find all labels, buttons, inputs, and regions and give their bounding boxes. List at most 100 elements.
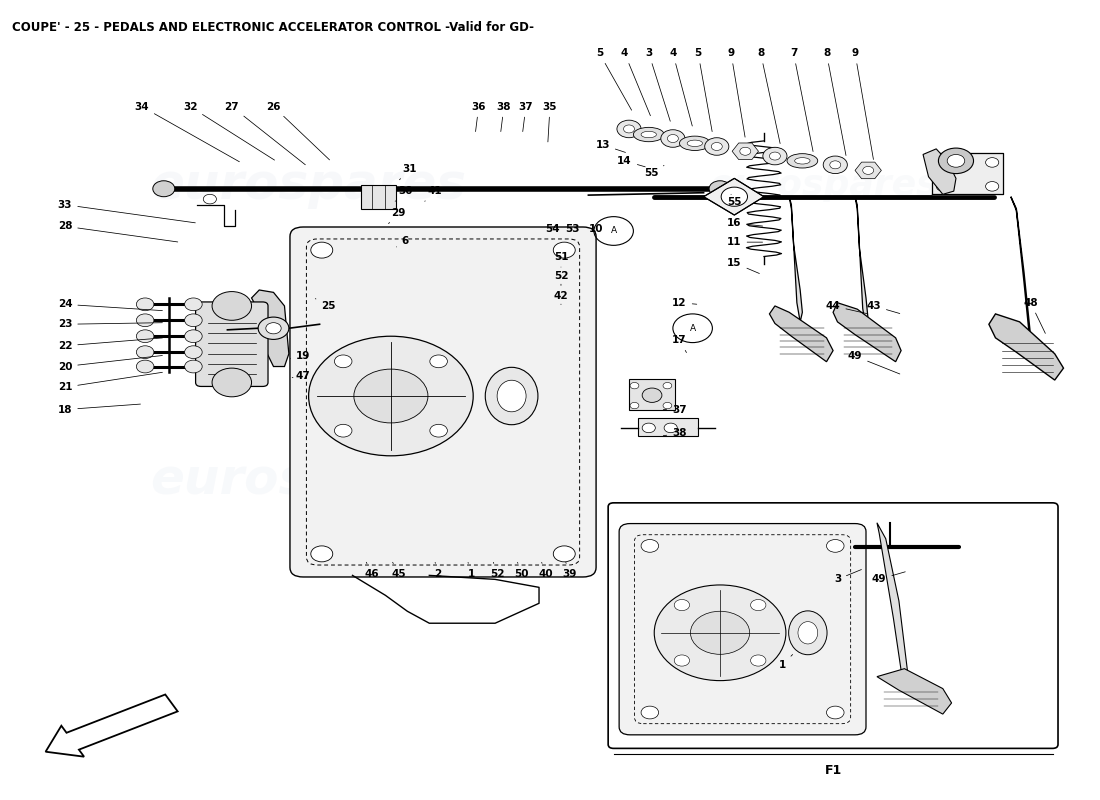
Ellipse shape [688,140,703,146]
Ellipse shape [794,158,810,164]
Text: 35: 35 [542,102,558,142]
Circle shape [553,242,575,258]
Circle shape [750,599,766,610]
Circle shape [624,125,635,133]
Circle shape [136,360,154,373]
Circle shape [674,655,690,666]
Ellipse shape [641,131,657,138]
Text: 52: 52 [553,271,569,286]
Text: COUPE' - 25 - PEDALS AND ELECTRONIC ACCELERATOR CONTROL -Valid for GD-: COUPE' - 25 - PEDALS AND ELECTRONIC ACCE… [12,22,535,34]
Text: 23: 23 [58,319,163,330]
Text: 1: 1 [468,562,474,578]
Polygon shape [877,522,910,693]
Text: eurospares: eurospares [151,456,466,504]
Ellipse shape [485,367,538,425]
Text: 25: 25 [316,298,336,311]
Text: 48: 48 [1023,298,1045,334]
Text: 19: 19 [290,351,310,361]
Circle shape [740,147,751,155]
Text: 24: 24 [57,299,163,310]
Bar [638,418,698,436]
Text: 39: 39 [562,562,576,578]
Text: 29: 29 [388,208,406,223]
Text: 7: 7 [790,48,813,151]
Circle shape [136,314,154,326]
Circle shape [986,182,999,191]
Circle shape [663,402,672,409]
Circle shape [185,298,202,310]
Circle shape [769,152,780,160]
Circle shape [936,182,949,191]
Text: 41: 41 [425,186,442,202]
Text: 8: 8 [823,48,846,155]
Text: 22: 22 [58,338,163,350]
Text: 31: 31 [399,164,417,180]
Text: 15: 15 [727,258,759,274]
Text: 55: 55 [727,194,741,207]
Circle shape [153,181,175,197]
Text: 33: 33 [58,200,196,223]
Text: eurospares: eurospares [151,161,466,209]
FancyBboxPatch shape [290,227,596,577]
FancyBboxPatch shape [619,523,866,735]
Polygon shape [789,197,802,322]
Circle shape [553,546,575,562]
Ellipse shape [798,622,817,644]
Text: 12: 12 [672,298,696,308]
Circle shape [354,369,428,423]
Polygon shape [704,178,764,215]
Text: 43: 43 [867,301,900,314]
Circle shape [309,336,473,456]
Text: 9: 9 [727,48,745,137]
Text: 17: 17 [672,335,686,353]
Text: 38: 38 [497,102,512,131]
Circle shape [664,423,678,433]
Circle shape [630,382,639,389]
Text: 4: 4 [620,48,650,116]
Polygon shape [855,162,881,178]
Ellipse shape [634,127,664,142]
Ellipse shape [789,611,827,654]
Text: 53: 53 [564,223,580,239]
Text: 26: 26 [266,102,330,160]
Circle shape [266,322,282,334]
Circle shape [617,120,641,138]
Circle shape [641,539,659,552]
Text: 4: 4 [669,48,692,126]
Polygon shape [855,197,868,330]
Polygon shape [932,153,1003,194]
Circle shape [630,402,639,409]
Text: 11: 11 [727,237,762,247]
Ellipse shape [680,136,711,150]
Ellipse shape [786,154,817,168]
Circle shape [750,655,766,666]
Text: 27: 27 [224,102,306,165]
Text: 46: 46 [365,562,380,578]
Circle shape [311,546,333,562]
Text: 1: 1 [779,654,793,670]
Circle shape [642,423,656,433]
Text: 37: 37 [518,102,534,131]
Circle shape [705,138,729,155]
Polygon shape [252,290,289,366]
Text: 38: 38 [663,429,686,438]
Circle shape [661,130,685,147]
Circle shape [722,187,748,206]
Text: 44: 44 [826,301,867,314]
Text: A: A [690,324,695,333]
Text: 13: 13 [595,140,626,153]
Circle shape [136,298,154,310]
Circle shape [691,611,750,654]
Bar [629,379,675,410]
Circle shape [334,424,352,437]
Text: 21: 21 [58,372,163,392]
Text: 54: 54 [544,223,560,239]
Circle shape [986,158,999,167]
Text: 50: 50 [514,562,529,578]
Circle shape [712,142,723,150]
Circle shape [212,368,252,397]
Text: 2: 2 [434,562,442,578]
Text: 10: 10 [588,223,603,239]
Text: 42: 42 [553,291,569,305]
Text: eurospares: eurospares [710,168,938,202]
